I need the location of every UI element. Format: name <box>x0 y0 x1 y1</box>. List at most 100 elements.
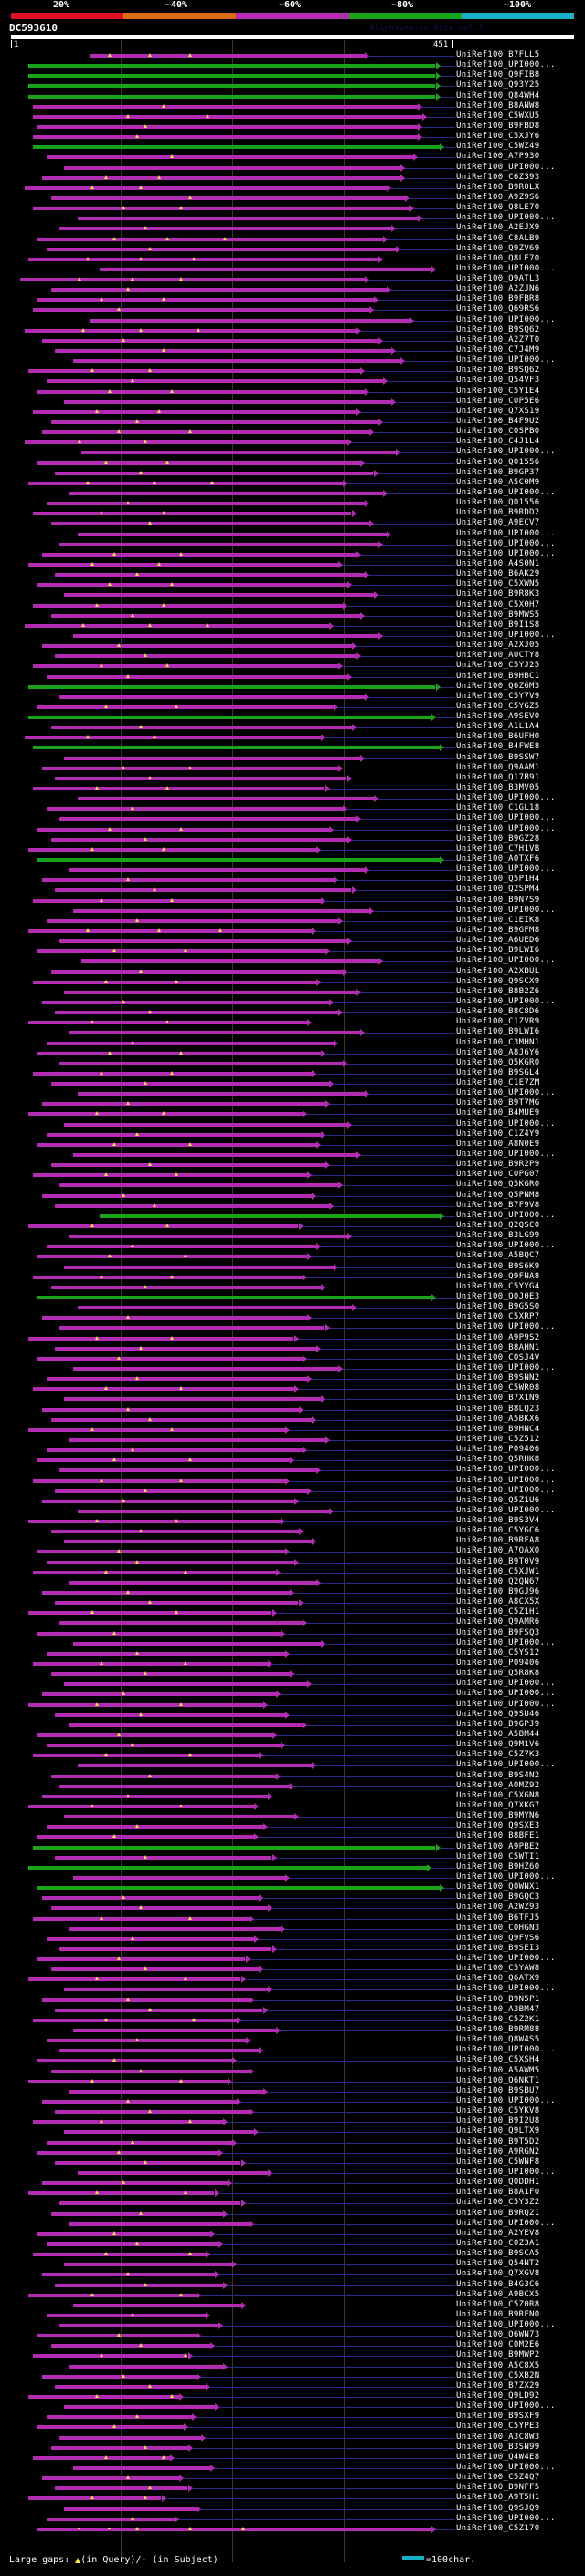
hit-accession-label[interactable]: UniRef100_C5XJW1 <box>456 1566 540 1576</box>
table-row[interactable]: UniRef100_UPI000... <box>0 447 585 458</box>
table-row[interactable]: UniRef100_C5Z7K3 <box>0 1750 585 1761</box>
table-row[interactable]: UniRef100_B9SNN2 <box>0 1373 585 1384</box>
hsp-bar[interactable] <box>28 369 360 374</box>
hit-accession-label[interactable]: UniRef100_C5Y3Z2 <box>456 2198 540 2208</box>
hit-accession-label[interactable]: UniRef100_Q9M1V6 <box>456 1740 540 1750</box>
table-row[interactable]: UniRef100_B9SSW7 <box>0 753 585 764</box>
table-row[interactable]: UniRef100_UPI000... <box>0 1119 585 1130</box>
table-row[interactable]: UniRef100_UPI000... <box>0 538 585 550</box>
hsp-bar[interactable] <box>47 1560 294 1564</box>
hit-accession-label[interactable]: UniRef100_UPI000... <box>456 1150 556 1160</box>
table-row[interactable]: UniRef100_Q7XS19 <box>0 407 585 418</box>
hsp-bar[interactable] <box>28 94 435 99</box>
table-row[interactable]: UniRef100_UPI000... <box>0 1984 585 1995</box>
table-row[interactable]: UniRef100_Q2QSC0 <box>0 1221 585 1232</box>
table-row[interactable]: UniRef100_UPI000... <box>0 529 585 540</box>
hit-accession-label[interactable]: UniRef100_UPI000... <box>456 1984 556 1994</box>
table-row[interactable]: UniRef100_Q9LTX9 <box>0 2126 585 2137</box>
table-row[interactable]: UniRef100_B9SXF9 <box>0 2412 585 2422</box>
table-row[interactable]: UniRef100_B8ANW8 <box>0 101 585 112</box>
hsp-bar[interactable] <box>51 1906 268 1911</box>
hit-accession-label[interactable]: UniRef100_C5XSH4 <box>456 2055 540 2065</box>
table-row[interactable]: UniRef100_UPI000... <box>0 2320 585 2331</box>
table-row[interactable]: UniRef100_Q5KGR0 <box>0 1058 585 1069</box>
table-row[interactable]: UniRef100_B9NFF5 <box>0 2483 585 2494</box>
hit-accession-label[interactable]: UniRef100_A2WZ93 <box>456 1903 540 1913</box>
table-row[interactable]: UniRef100_Q6WN73 <box>0 2330 585 2341</box>
hsp-bar[interactable] <box>37 1142 316 1147</box>
hit-accession-label[interactable]: UniRef100_B9GJ96 <box>456 1587 540 1597</box>
hsp-bar[interactable] <box>73 2466 210 2471</box>
hit-accession-label[interactable]: UniRef100_C1EIK8 <box>456 915 540 925</box>
hsp-bar[interactable] <box>37 2231 210 2236</box>
hit-accession-label[interactable]: UniRef100_Q2QN67 <box>456 1576 540 1586</box>
table-row[interactable]: UniRef100_B7X1N9 <box>0 1394 585 1405</box>
table-row[interactable]: UniRef100_B9RFA8 <box>0 1536 585 1547</box>
hit-accession-label[interactable]: UniRef100_C0M2E6 <box>456 2340 540 2350</box>
hsp-bar[interactable] <box>33 308 369 313</box>
hit-accession-label[interactable]: UniRef100_B6AK29 <box>456 569 540 579</box>
hsp-bar[interactable] <box>28 64 435 69</box>
hsp-bar[interactable] <box>59 1326 324 1330</box>
hit-accession-label[interactable]: UniRef100_UPI000... <box>456 2513 556 2523</box>
hit-accession-label[interactable]: UniRef100_B9S4N2 <box>456 1770 540 1780</box>
hsp-bar[interactable] <box>64 2405 215 2410</box>
hit-accession-label[interactable]: UniRef100_B9FSQ3 <box>456 1627 540 1638</box>
hsp-bar[interactable] <box>28 481 343 485</box>
hsp-bar[interactable] <box>55 1346 316 1351</box>
hsp-bar[interactable] <box>28 74 435 79</box>
hit-accession-label[interactable]: UniRef100_B9SCA5 <box>456 2249 540 2259</box>
table-row[interactable]: UniRef100_Q2SPM4 <box>0 885 585 896</box>
hsp-bar[interactable] <box>47 155 414 160</box>
hsp-bar[interactable] <box>42 1998 250 2002</box>
table-row[interactable]: UniRef100_B9SGL4 <box>0 1068 585 1079</box>
table-row[interactable]: UniRef100_C5WNF8 <box>0 2157 585 2168</box>
table-row[interactable]: UniRef100_A7QAX0 <box>0 1546 585 1557</box>
hsp-bar[interactable] <box>25 623 330 628</box>
hit-accession-label[interactable]: UniRef100_Q7XGV8 <box>456 2269 540 2279</box>
hsp-bar[interactable] <box>42 1499 294 1503</box>
table-row[interactable]: UniRef100_A7P930 <box>0 152 585 163</box>
hit-accession-label[interactable]: UniRef100_C0Z3A1 <box>456 2238 540 2248</box>
hit-accession-label[interactable]: UniRef100_UPI000... <box>456 1505 556 1515</box>
hsp-bar[interactable] <box>55 654 356 659</box>
hsp-bar[interactable] <box>37 2527 431 2531</box>
hit-accession-label[interactable]: UniRef100_B9GP37 <box>456 467 540 477</box>
table-row[interactable]: UniRef100_B9S4N2 <box>0 1770 585 1782</box>
table-row[interactable]: UniRef100_B9G5S0 <box>0 1302 585 1313</box>
hsp-bar[interactable] <box>90 318 409 323</box>
hsp-bar[interactable] <box>37 2150 218 2155</box>
hsp-bar[interactable] <box>47 2242 219 2246</box>
hsp-bar[interactable] <box>59 2435 201 2440</box>
table-row[interactable]: UniRef100_C3MHN1 <box>0 1038 585 1049</box>
table-row[interactable]: UniRef100_B9I2U8 <box>0 2116 585 2127</box>
table-row[interactable]: UniRef100_Q9SJQ9 <box>0 2504 585 2515</box>
table-row[interactable]: UniRef100_Q9LD92 <box>0 2391 585 2402</box>
table-row[interactable]: UniRef100_A5C0M9 <box>0 478 585 489</box>
table-row[interactable]: UniRef100_B9S3V4 <box>0 1516 585 1527</box>
hsp-bar[interactable] <box>69 1580 316 1585</box>
hit-accession-label[interactable]: UniRef100_B9S3V4 <box>456 1516 540 1526</box>
hit-accession-label[interactable]: UniRef100_UPI000... <box>456 538 556 548</box>
table-row[interactable]: UniRef100_A6UED6 <box>0 936 585 947</box>
hsp-bar[interactable] <box>73 359 400 364</box>
table-row[interactable]: UniRef100_C5Y1E4 <box>0 387 585 398</box>
table-row[interactable]: UniRef100_UPI000... <box>0 60 585 71</box>
hit-accession-label[interactable]: UniRef100_P09406 <box>456 1659 540 1669</box>
table-row[interactable]: UniRef100_UPI000... <box>0 1486 585 1497</box>
hit-accession-label[interactable]: UniRef100_UPI000... <box>456 2320 556 2330</box>
hit-accession-label[interactable]: UniRef100_C5YAW8 <box>456 1964 540 1974</box>
hsp-bar[interactable] <box>37 858 440 862</box>
hsp-bar[interactable] <box>78 1306 352 1310</box>
table-row[interactable]: UniRef100_A2YEV8 <box>0 2229 585 2240</box>
hit-accession-label[interactable]: UniRef100_A2XJ05 <box>456 641 540 651</box>
table-row[interactable]: UniRef100_C5Z2K1 <box>0 2015 585 2026</box>
hit-accession-label[interactable]: UniRef100_A9SEV0 <box>456 712 540 722</box>
hit-accession-label[interactable]: UniRef100_UPI000... <box>456 1679 556 1689</box>
hsp-bar[interactable] <box>69 1723 303 1727</box>
hsp-bar[interactable] <box>55 776 346 780</box>
table-row[interactable]: UniRef100_UPI000... <box>0 1872 585 1883</box>
hit-accession-label[interactable]: UniRef100_B9RDD2 <box>456 508 540 518</box>
table-row[interactable]: UniRef100_P09406 <box>0 1445 585 1456</box>
hsp-bar[interactable] <box>33 512 351 516</box>
